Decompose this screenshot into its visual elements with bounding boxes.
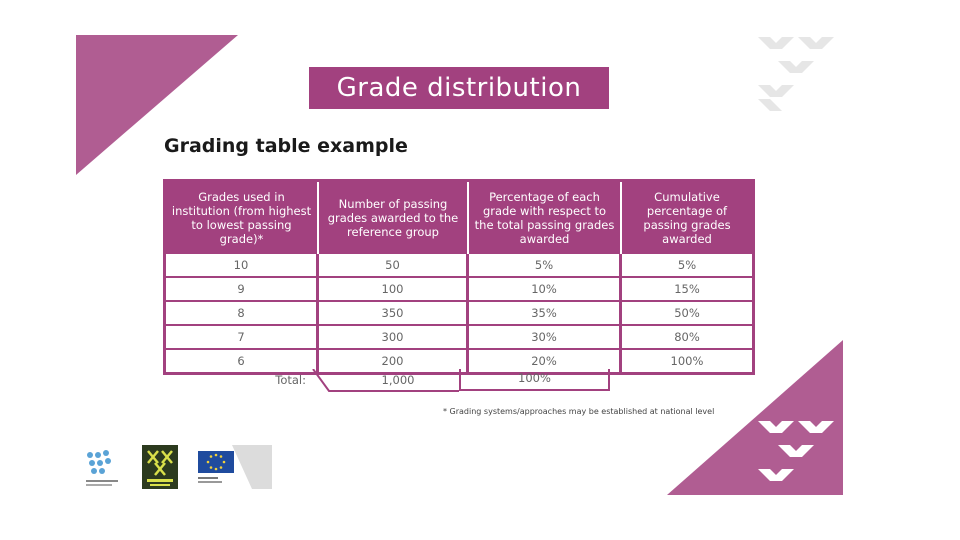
table-subtitle: Grading table example — [164, 135, 408, 157]
table-row: 8 350 35% 50% — [166, 302, 752, 326]
cell-count: 350 — [319, 302, 469, 326]
corner-triangle-top-left — [76, 35, 238, 175]
cell-percentage: 5% — [469, 254, 622, 278]
partner-logos — [82, 445, 282, 491]
cell-percentage: 20% — [469, 350, 622, 372]
cell-percentage: 30% — [469, 326, 622, 350]
cell-grade: 8 — [166, 302, 319, 326]
header-percentage-each: Percentage of each grade with respect to… — [469, 182, 622, 254]
header-cumulative-percentage: Cumulative percentage of passing grades … — [622, 182, 752, 254]
slide: + Grade distribution Grading table examp… — [76, 35, 843, 495]
page-title: Grade distribution — [336, 73, 582, 103]
x-pattern-decoration-top — [758, 37, 834, 111]
cell-cumulative: 15% — [622, 278, 752, 302]
cell-cumulative: 50% — [622, 302, 752, 326]
total-bracket-shape — [312, 369, 459, 392]
cell-cumulative: 5% — [622, 254, 752, 278]
cell-cumulative: 100% — [670, 354, 704, 368]
total-percentage: 100% — [459, 369, 610, 391]
cell-count: 50 — [319, 254, 469, 278]
bologna-process-logo — [142, 445, 178, 489]
total-count: 1,000 — [381, 373, 415, 387]
ehea-logo — [86, 450, 118, 486]
table-header-row: Grades used in institution (from highest… — [166, 182, 752, 254]
european-commission-logo — [198, 445, 272, 489]
table-row: 6 200 20% 100% — [166, 350, 752, 372]
cell-grade: 9 — [166, 278, 319, 302]
table-row: 7 300 30% 80% — [166, 326, 752, 350]
table-row: 10 50 5% 5% — [166, 254, 752, 278]
total-label: Total: — [275, 373, 306, 387]
cell-cumulative: 80% — [622, 326, 752, 350]
cell-percentage: 10% — [469, 278, 622, 302]
footnote: * Grading systems/approaches may be esta… — [443, 407, 715, 416]
table-row: 9 100 10% 15% — [166, 278, 752, 302]
cell-count: 200 — [319, 350, 469, 372]
cell-count: 300 — [319, 326, 469, 350]
cell-grade: 6 — [166, 350, 319, 372]
cell-grade: 7 — [166, 326, 319, 350]
total-row: Total: 1,000 100% — [163, 369, 761, 393]
cell-grade: 10 — [166, 254, 319, 278]
header-number-passing: Number of passing grades awarded to the … — [319, 182, 469, 254]
cell-count: 100 — [319, 278, 469, 302]
cell-percentage: 35% — [469, 302, 622, 326]
header-grades-used: Grades used in institution (from highest… — [166, 182, 319, 254]
title-box: Grade distribution — [309, 67, 609, 109]
x-pattern-decoration-bottom — [758, 421, 834, 481]
